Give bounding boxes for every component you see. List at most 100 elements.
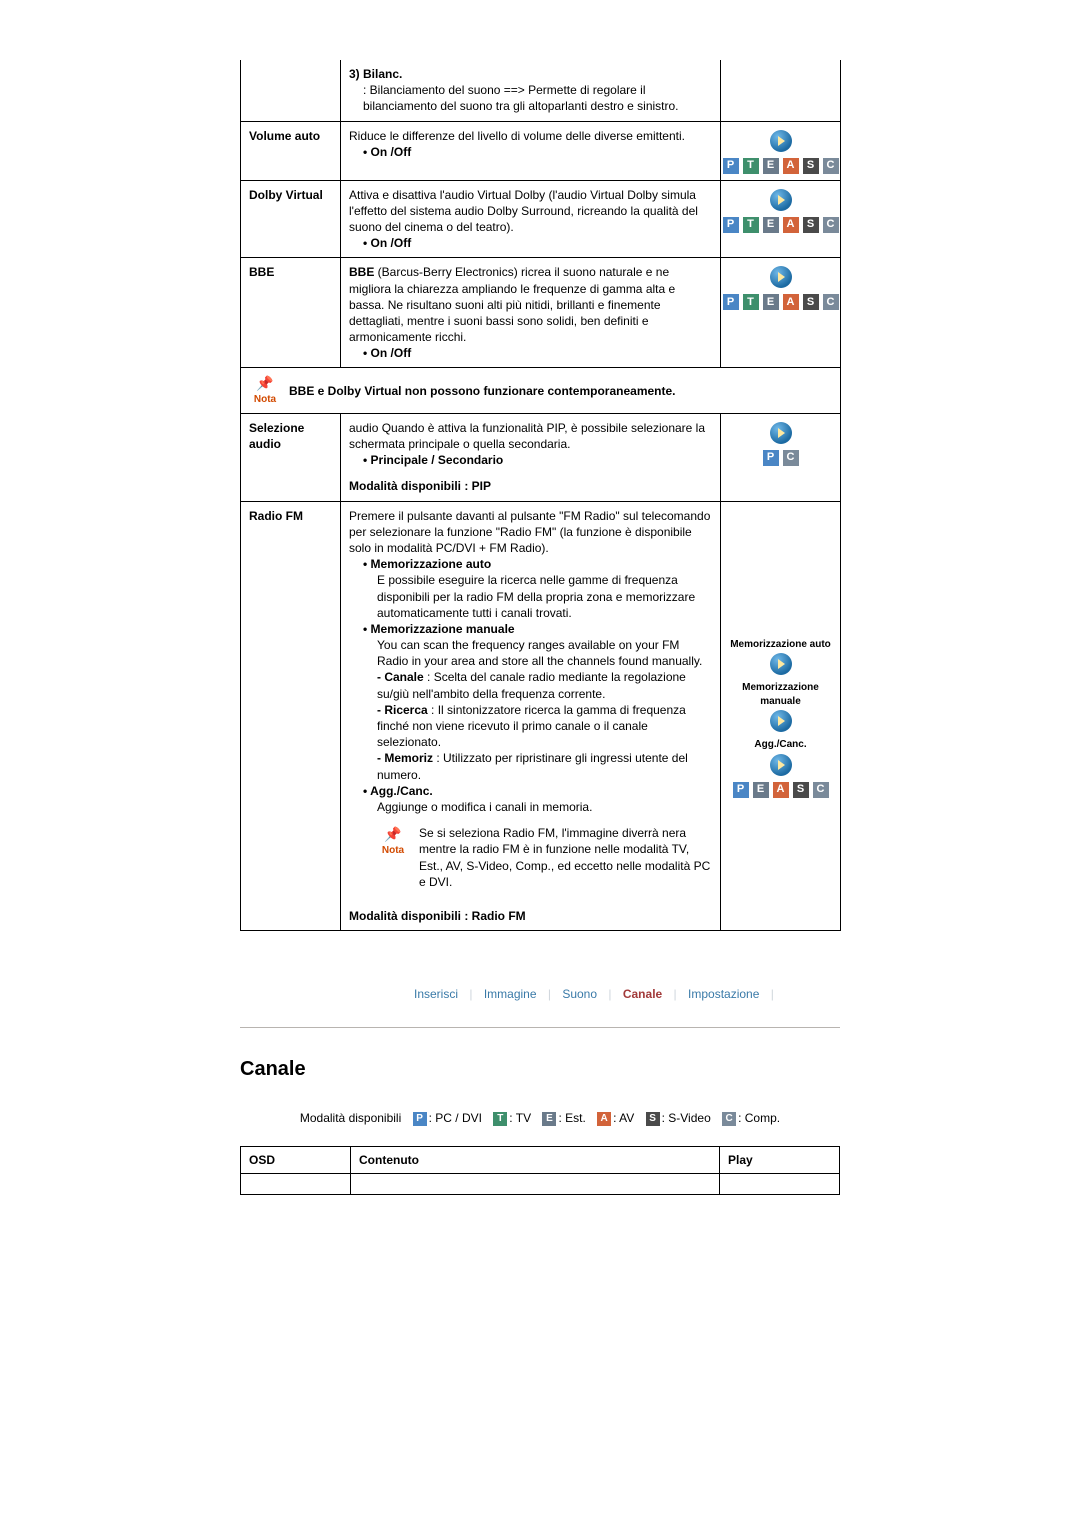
- side-label-2: Memorizzazione manuale: [729, 681, 832, 708]
- tab-sep: |: [767, 987, 778, 1001]
- mode-e-icon: E: [763, 158, 779, 174]
- play-icon[interactable]: [770, 266, 792, 288]
- note-cell: 📌 Nota BBE e Dolby Virtual non possono f…: [241, 368, 841, 413]
- radio-b3-title: • Agg./Canc.: [363, 783, 712, 799]
- legend-label: Modalità disponibili: [300, 1111, 401, 1125]
- play-icon[interactable]: [770, 710, 792, 732]
- tab-sep: |: [604, 987, 615, 1001]
- mode-badges: P T E A S C: [723, 294, 839, 310]
- mode-e-icon: E: [763, 294, 779, 310]
- mode-t-icon: T: [493, 1112, 507, 1126]
- table-row: Selezione audio audio Quando è attiva la…: [241, 413, 841, 501]
- bbe-text: (Barcus-Berry Electronics) ricrea il suo…: [349, 265, 675, 344]
- mode-badges: P C: [763, 450, 799, 466]
- nota-label: Nota: [254, 393, 276, 407]
- nota-label: Nota: [382, 844, 404, 858]
- tab-sep: |: [670, 987, 681, 1001]
- mode-p-icon: P: [723, 294, 739, 310]
- content-cell: 3) Bilanc. : Bilanciamento del suono ==>…: [341, 60, 721, 121]
- osd-cell: Selezione audio: [241, 413, 341, 501]
- legend-item: : S-Video: [662, 1111, 711, 1125]
- tab-bar: Inserisci | Immagine | Suono | Canale | …: [410, 981, 840, 1007]
- play-icon[interactable]: [770, 422, 792, 444]
- mode-t-icon: T: [743, 217, 759, 233]
- tab-sep: |: [465, 987, 476, 1001]
- table-row: Radio FM Premere il pulsante davanti al …: [241, 501, 841, 931]
- mode-c-icon: C: [722, 1112, 736, 1126]
- tab-immagine[interactable]: Immagine: [480, 987, 541, 1001]
- mode-s-icon: S: [646, 1112, 660, 1126]
- radio-sub1-label: - Canale: [377, 670, 424, 684]
- mode-e-icon: E: [763, 217, 779, 233]
- header-osd: OSD: [241, 1146, 351, 1173]
- table-header-row: OSD Contenuto Play: [241, 1146, 840, 1173]
- play-cell: P T E A S C: [721, 258, 841, 368]
- legend-item: : PC / DVI: [429, 1111, 482, 1125]
- dolby-desc: Attiva e disattiva l'audio Virtual Dolby…: [349, 187, 712, 236]
- radio-b3-desc: Aggiunge o modifica i canali in memoria.: [377, 799, 712, 815]
- radio-sub: - Ricerca : Il sintonizzatore ricerca la…: [377, 702, 712, 751]
- play-cell: Memorizzazione auto Memorizzazione manua…: [721, 501, 841, 931]
- osd-cell: Radio FM: [241, 501, 341, 931]
- table-row: 3) Bilanc. : Bilanciamento del suono ==>…: [241, 60, 841, 121]
- play-icon[interactable]: [770, 754, 792, 776]
- mode-badges: P E A S C: [733, 782, 829, 798]
- header-contenuto: Contenuto: [351, 1146, 720, 1173]
- mode-legend: Modalità disponibili P: PC / DVI T: TV E…: [240, 1111, 840, 1126]
- table-row: BBE BBE (Barcus-Berry Electronics) ricre…: [241, 258, 841, 368]
- play-cell: P T E A S C: [721, 180, 841, 258]
- tab-suono[interactable]: Suono: [558, 987, 601, 1001]
- mode-e-icon: E: [753, 782, 769, 798]
- mode-p-icon: P: [413, 1112, 427, 1126]
- content-cell: audio Quando è attiva la funzionalità PI…: [341, 413, 721, 501]
- play-icon[interactable]: [770, 653, 792, 675]
- radio-sub: - Memoriz : Utilizzato per ripristinare …: [377, 750, 712, 782]
- mode-p-icon: P: [723, 217, 739, 233]
- tab-canale[interactable]: Canale: [619, 987, 666, 1001]
- play-icon[interactable]: [770, 130, 792, 152]
- play-cell: P T E A S C: [721, 121, 841, 180]
- mode-p-icon: P: [733, 782, 749, 798]
- legend-item: : Comp.: [738, 1111, 780, 1125]
- mode-c-icon: C: [813, 782, 829, 798]
- content-cell: Premere il pulsante davanti al pulsante …: [341, 501, 721, 931]
- volume-auto-desc: Riduce le differenze del livello di volu…: [349, 128, 712, 144]
- table-row: Dolby Virtual Attiva e disattiva l'audio…: [241, 180, 841, 258]
- mode-e-icon: E: [542, 1112, 556, 1126]
- play-icon[interactable]: [770, 189, 792, 211]
- content-cell: Riduce le differenze del livello di volu…: [341, 121, 721, 180]
- osd-cell: BBE: [241, 258, 341, 368]
- mode-a-icon: A: [783, 217, 799, 233]
- nota-icon: 📌 Nota: [377, 825, 409, 857]
- onoff-option: • On /Off: [363, 345, 712, 361]
- bilanc-desc: : Bilanciamento del suono ==> Permette d…: [363, 82, 712, 114]
- mode-badges: P T E A S C: [723, 217, 839, 233]
- radio-avail: Modalità disponibili : Radio FM: [349, 908, 712, 924]
- mode-s-icon: S: [803, 294, 819, 310]
- mode-a-icon: A: [597, 1112, 611, 1126]
- canale-table: OSD Contenuto Play: [240, 1146, 840, 1195]
- settings-table: 3) Bilanc. : Bilanciamento del suono ==>…: [240, 60, 841, 931]
- mode-a-icon: A: [773, 782, 789, 798]
- radio-sub2-label: - Ricerca: [377, 703, 428, 717]
- play-cell: [721, 60, 841, 121]
- selezione-bullet: • Principale / Secondario: [363, 452, 712, 468]
- section-title: Canale: [240, 1058, 840, 1081]
- onoff-option: • On /Off: [363, 235, 712, 251]
- bbe-desc: BBE (Barcus-Berry Electronics) ricrea il…: [349, 264, 712, 345]
- header-play: Play: [720, 1146, 840, 1173]
- onoff-option: • On /Off: [363, 144, 712, 160]
- osd-cell: Volume auto: [241, 121, 341, 180]
- tab-sep: |: [544, 987, 555, 1001]
- mode-c-icon: C: [823, 158, 839, 174]
- mode-p-icon: P: [763, 450, 779, 466]
- content-cell: BBE (Barcus-Berry Electronics) ricrea il…: [341, 258, 721, 368]
- tab-impostazione[interactable]: Impostazione: [684, 987, 763, 1001]
- radio-b2-desc: You can scan the frequency ranges availa…: [377, 637, 712, 669]
- mode-c-icon: C: [823, 294, 839, 310]
- tab-inserisci[interactable]: Inserisci: [410, 987, 462, 1001]
- radio-intro: Premere il pulsante davanti al pulsante …: [349, 508, 712, 557]
- play-cell: P C: [721, 413, 841, 501]
- note-text: BBE e Dolby Virtual non possono funziona…: [289, 383, 676, 399]
- pushpin-icon: 📌: [256, 374, 273, 393]
